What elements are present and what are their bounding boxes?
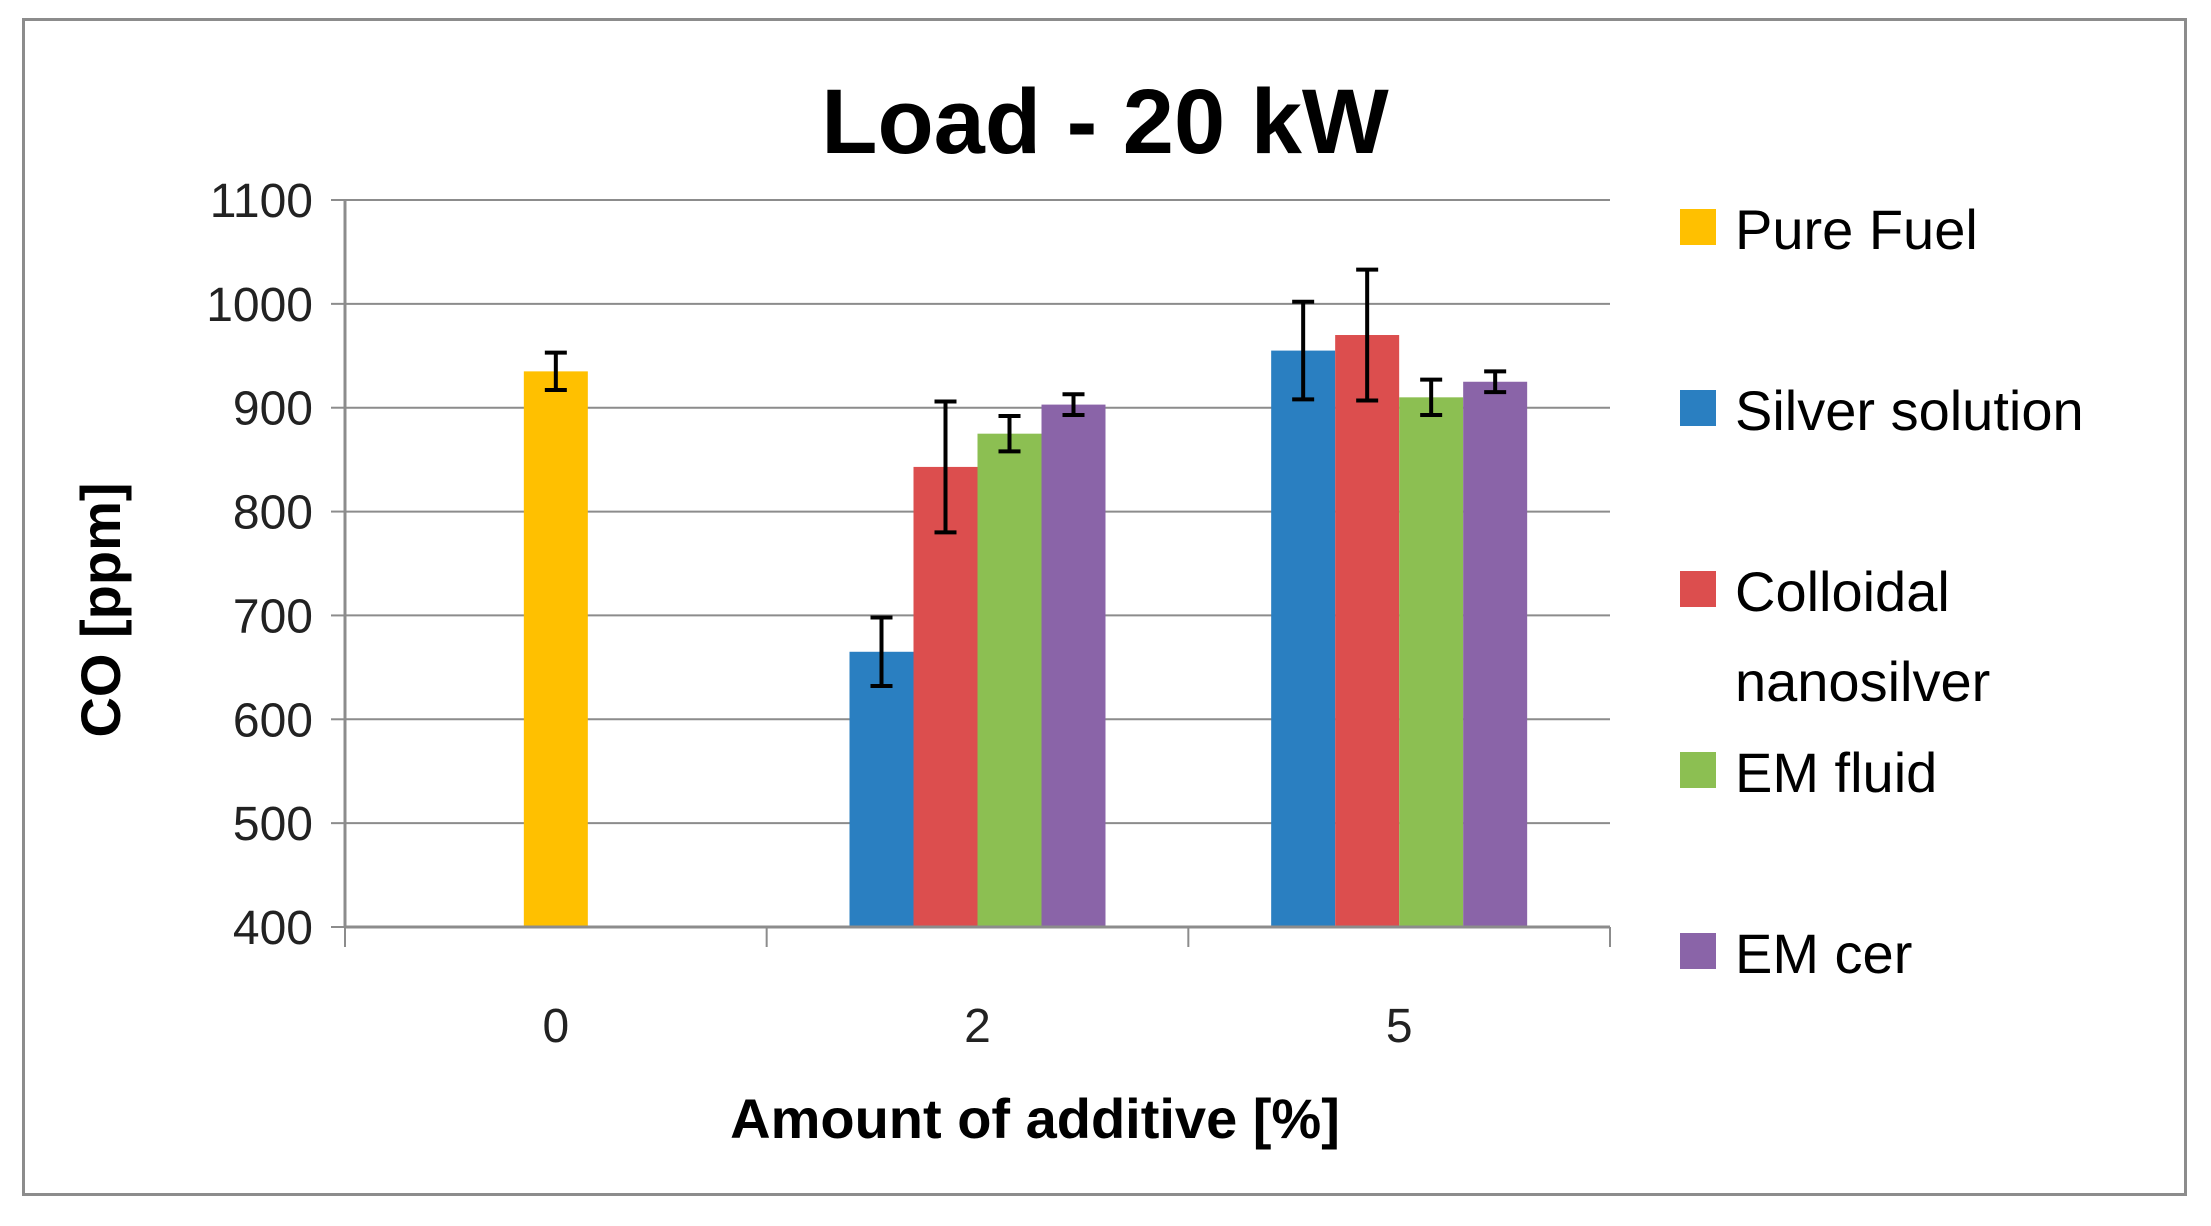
bar [1041,404,1106,927]
legend: Pure Fuel Silver solution Colloidal nanosil… [1680,198,2084,985]
y-tick-label: 900 [233,383,313,436]
legend-label: EM cer [1735,922,1912,985]
y-tick-label: 700 [233,590,313,643]
legend-label: Colloidal [1735,560,1950,623]
legend-label: EM fluid [1735,741,1937,804]
legend-swatch [1680,209,1716,245]
bar [849,651,914,927]
y-tick-label: 1000 [206,279,313,332]
chart-title: Load - 20 kW [821,71,1389,173]
legend-swatch [1680,752,1716,788]
y-tick-label: 800 [233,487,313,540]
bar [1335,335,1400,927]
bar [1463,381,1528,927]
x-axis-ticks: 0 2 5 [344,927,1611,1053]
legend-swatch [1680,933,1716,969]
bar [913,466,978,927]
legend-label: Pure Fuel [1735,198,1978,261]
x-tick-label: 0 [542,1000,569,1053]
x-axis-label: Amount of additive [%] [730,1087,1340,1150]
bar [977,433,1042,927]
bar [1399,397,1464,927]
bars [523,335,1528,928]
y-axis-ticks: 1100 1000 900 800 700 600 500 400 [206,175,345,955]
bar [523,371,588,928]
bar [1271,350,1336,927]
legend-label: nanosilver [1735,650,1990,713]
y-tick-label: 500 [233,798,313,851]
legend-swatch [1680,571,1716,607]
y-tick-label: 400 [233,902,313,955]
error-bars [544,267,1507,689]
x-tick-label: 2 [964,1000,991,1053]
x-tick-label: 5 [1386,1000,1413,1053]
y-axis-label: CO [ppm] [69,482,132,737]
legend-label: Silver solution [1735,379,2084,442]
y-tick-label: 1100 [210,175,313,228]
y-tick-label: 600 [233,694,313,747]
legend-swatch [1680,390,1716,426]
